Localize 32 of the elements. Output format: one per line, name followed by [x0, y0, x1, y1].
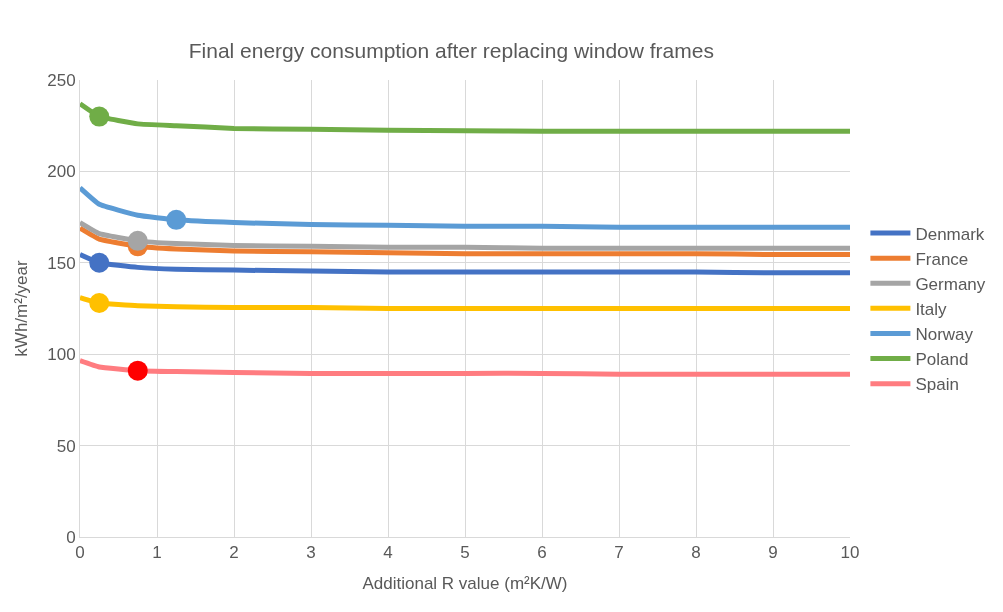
legend-label: Norway — [915, 325, 974, 345]
point — [127, 230, 148, 251]
x-tick-label: 2 — [229, 543, 239, 563]
x-tick-label: 5 — [460, 543, 470, 563]
point — [89, 293, 110, 314]
y-tick-label: 150 — [47, 253, 76, 273]
x-tick-label: 6 — [537, 543, 547, 563]
x-tick-label: 9 — [768, 543, 778, 563]
x-tick-label: 4 — [383, 543, 393, 563]
y-axis-title: kWh/m²/year — [11, 259, 31, 357]
x-tick-label: 3 — [306, 543, 316, 563]
y-tick-label: 100 — [47, 345, 76, 365]
x-tick-label: 1 — [152, 543, 162, 563]
x-tick-label: 8 — [691, 543, 701, 563]
legend-label: Germany — [915, 274, 986, 294]
x-tick-label: 10 — [840, 543, 860, 563]
legend-label: Poland — [915, 350, 969, 370]
y-tick-label: 0 — [66, 527, 76, 547]
legend-label: France — [915, 249, 969, 269]
y-tick-label: 250 — [47, 70, 76, 90]
legend-label: Denmark — [915, 224, 985, 244]
y-tick-label: 50 — [56, 436, 76, 456]
legend-label: Italy — [915, 299, 948, 319]
legend-label: Spain — [915, 375, 959, 395]
x-axis-title: Additional R value (m²K/W) — [362, 573, 568, 593]
point — [89, 106, 110, 127]
point — [127, 360, 148, 381]
point — [166, 209, 187, 230]
chart-title: Final energy consumption after replacing window frames — [188, 38, 714, 62]
x-tick-label: 7 — [614, 543, 624, 563]
point — [89, 252, 110, 273]
y-tick-label: 200 — [47, 162, 76, 182]
